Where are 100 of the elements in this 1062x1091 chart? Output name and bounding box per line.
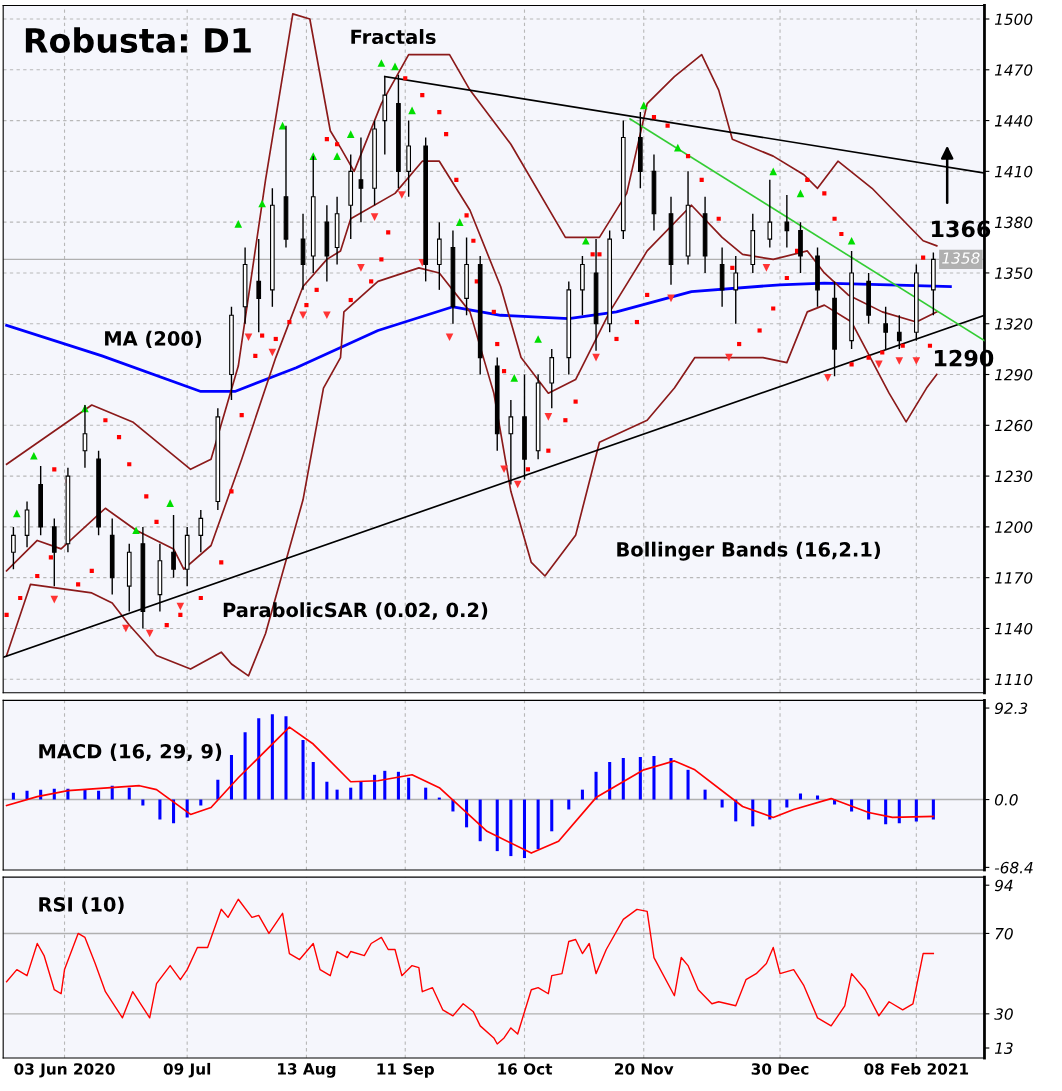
bar: [335, 789, 339, 800]
y-tick-label: 1230: [994, 470, 1033, 483]
y-tick-label: 1170: [994, 572, 1033, 584]
bar: [407, 777, 411, 800]
point: [769, 167, 778, 176]
point: [176, 602, 185, 611]
bar: [594, 771, 598, 800]
text: MACD (16, 29, 9): [39, 743, 222, 762]
bar: [536, 799, 540, 850]
y-tick-label: 1200: [994, 521, 1033, 533]
point: [30, 451, 38, 460]
bar: [720, 799, 724, 808]
bar: [383, 770, 387, 800]
bar: [580, 789, 584, 800]
bar: [311, 761, 315, 800]
text: RSI (10): [39, 896, 124, 915]
line-series: [5, 898, 935, 1045]
y-tick-label: 30: [994, 1008, 1013, 1020]
bar: [11, 792, 15, 800]
bar: [798, 793, 803, 800]
point: [323, 311, 331, 320]
bar: [478, 799, 482, 842]
point: [455, 218, 464, 226]
point: [510, 374, 519, 382]
bar: [349, 787, 353, 800]
point: [895, 357, 904, 365]
point: [912, 357, 921, 365]
point: [357, 264, 365, 272]
y-tick-label: 1380: [994, 216, 1033, 229]
y-tick-label: 1260: [994, 419, 1033, 432]
y-tick-label: 1320: [994, 318, 1033, 330]
point: [674, 143, 682, 152]
bar: [686, 769, 690, 800]
point: [823, 374, 832, 382]
bar: [110, 785, 114, 800]
candlestick: [256, 238, 262, 333]
point: [346, 130, 355, 138]
bar: [284, 716, 288, 800]
x-tick-label: 03 Jun 2020: [14, 1063, 115, 1078]
bar: [373, 774, 377, 800]
point: [299, 311, 307, 320]
point: [370, 213, 379, 221]
point: [50, 595, 59, 604]
annotation: Bollinger Bands (16,2.1): [617, 541, 881, 561]
point: [258, 199, 266, 208]
y-tick-label: 1470: [994, 64, 1033, 76]
y-tick-label: 1140: [994, 622, 1033, 635]
bar: [359, 781, 363, 800]
y-tick-label: -68.4: [994, 861, 1033, 874]
bar: [608, 761, 612, 800]
point: [132, 526, 140, 535]
bar: [301, 740, 305, 800]
bar: [550, 799, 554, 832]
y-tick-label: 94: [994, 879, 1013, 892]
bar: [141, 799, 145, 806]
line-series: [5, 726, 935, 854]
point: [534, 335, 542, 343]
point: [333, 152, 341, 160]
x-tick-label: 08 Feb 2021: [864, 1062, 969, 1075]
bar: [229, 754, 234, 800]
ref-line-label: 1358: [942, 252, 980, 264]
y-tick-label: 1410: [994, 165, 1033, 178]
candlestick: [784, 194, 790, 249]
bar: [83, 789, 87, 800]
y-tick-label: 1290: [994, 368, 1033, 381]
bar: [652, 755, 656, 800]
point: [544, 413, 553, 421]
bar: [495, 799, 499, 852]
bar: [199, 799, 203, 806]
bar: [703, 789, 707, 800]
point: [398, 191, 406, 199]
bar: [669, 757, 673, 800]
y-tick-label: 13: [994, 1042, 1013, 1055]
bar: [424, 787, 428, 800]
point: [244, 333, 253, 342]
point: [268, 348, 277, 357]
y-tick-label: 1110: [994, 673, 1033, 686]
x-tick-label: 30 Dec: [751, 1063, 809, 1075]
point: [234, 220, 243, 228]
bar: [158, 799, 162, 820]
candlestick: [11, 526, 16, 570]
x-tick-label: 20 Nov: [615, 1063, 674, 1075]
point: [166, 499, 174, 507]
point: [639, 101, 648, 110]
annotation: Fractals: [351, 29, 436, 45]
bar: [270, 714, 274, 800]
candlestick: [358, 136, 364, 223]
bar: [522, 799, 527, 859]
point: [762, 264, 771, 272]
candlestick: [171, 514, 176, 579]
bar: [127, 787, 131, 800]
y-tick-label: 70: [995, 927, 1013, 940]
annotation: MA (200): [105, 330, 202, 349]
bar: [325, 781, 329, 800]
x-tick-label: 11 Sep: [377, 1063, 434, 1078]
x-tick-label: 16 Oct: [498, 1063, 553, 1075]
bar: [638, 756, 642, 800]
bar: [97, 790, 101, 800]
point: [13, 509, 21, 518]
bar: [509, 799, 513, 857]
